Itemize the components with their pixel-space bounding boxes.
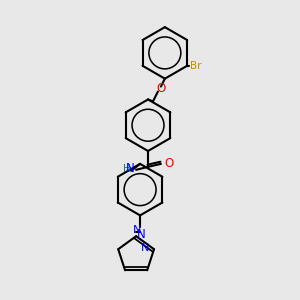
Text: O: O — [165, 158, 174, 170]
Text: H: H — [123, 164, 131, 174]
Text: N: N — [133, 225, 141, 235]
Text: N: N — [137, 228, 146, 241]
Text: O: O — [156, 82, 166, 95]
Text: N: N — [125, 162, 134, 175]
Text: Br: Br — [190, 61, 202, 71]
Text: N: N — [141, 243, 149, 253]
